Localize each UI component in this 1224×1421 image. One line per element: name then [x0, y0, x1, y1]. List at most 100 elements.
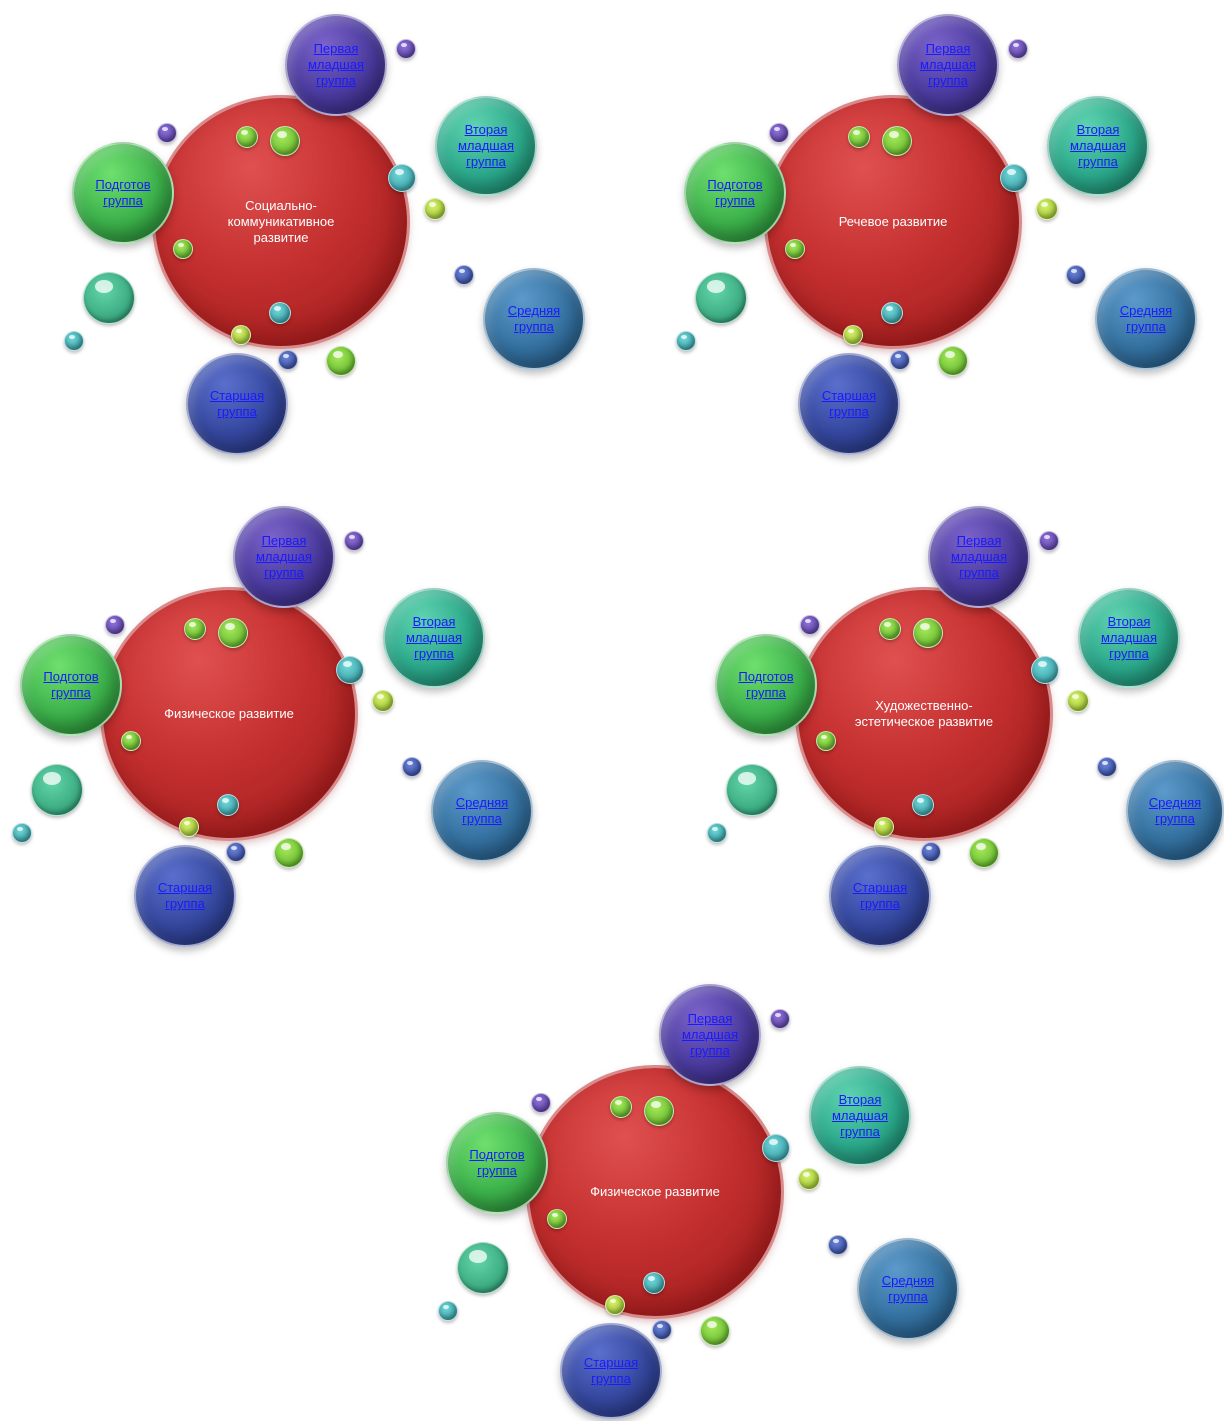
decor-dot [336, 656, 364, 684]
decor-dot [344, 531, 364, 551]
decor-dot [231, 325, 251, 345]
group-first-junior: Первая младшая группа [285, 14, 387, 116]
group-second-junior: Вторая младшая группа [809, 1066, 911, 1166]
link-second-junior[interactable]: Вторая младшая группа [1069, 122, 1127, 169]
group-preparatory: Подготов группа [72, 142, 174, 244]
link-preparatory[interactable]: Подготов группа [469, 1147, 525, 1178]
group-preparatory: Подготов группа [684, 142, 786, 244]
group-second-junior: Вторая младшая группа [435, 96, 537, 196]
group-senior: Старшая группа [134, 845, 236, 947]
group-first-junior: Первая младшая группа [897, 14, 999, 116]
decor-dot [881, 302, 903, 324]
diagram-1: Социально- коммуникативное развитие Перв… [0, 0, 585, 455]
decor-dot [969, 838, 999, 868]
link-first-junior[interactable]: Первая младшая группа [919, 41, 977, 88]
group-middle: Средняя группа [431, 760, 533, 862]
decor-dot [396, 39, 416, 59]
decor-dot [157, 123, 177, 143]
decor-dot [226, 842, 246, 862]
group-middle: Средняя группа [1126, 760, 1224, 862]
decor-dot [848, 126, 870, 148]
decor-dot [726, 764, 778, 816]
decor-dot [828, 1235, 848, 1255]
group-senior: Старшая группа [798, 353, 900, 455]
center-label: Физическое развитие [164, 706, 294, 721]
decor-dot [1066, 265, 1086, 285]
decor-dot [388, 164, 416, 192]
link-senior[interactable]: Старшая группа [852, 880, 908, 911]
link-senior[interactable]: Старшая группа [583, 1355, 639, 1386]
link-middle[interactable]: Средняя группа [1119, 303, 1173, 334]
link-preparatory[interactable]: Подготов группа [738, 669, 794, 700]
decor-dot [1000, 164, 1028, 192]
decor-dot [874, 817, 894, 837]
link-second-junior[interactable]: Вторая младшая группа [405, 614, 463, 661]
decor-dot [424, 198, 446, 220]
decor-dot [402, 757, 422, 777]
decor-dot [762, 1134, 790, 1162]
decor-dot [278, 350, 298, 370]
link-preparatory[interactable]: Подготов группа [707, 177, 763, 208]
link-preparatory[interactable]: Подготов группа [43, 669, 99, 700]
link-first-junior[interactable]: Первая младшая группа [950, 533, 1008, 580]
link-first-junior[interactable]: Первая младшая группа [681, 1011, 739, 1058]
decor-dot [269, 302, 291, 324]
link-senior[interactable]: Старшая группа [821, 388, 877, 419]
group-first-junior: Первая младшая группа [233, 506, 335, 608]
link-middle[interactable]: Средняя группа [881, 1273, 935, 1304]
decor-dot [843, 325, 863, 345]
group-preparatory: Подготов группа [446, 1112, 548, 1214]
link-preparatory[interactable]: Подготов группа [95, 177, 151, 208]
group-senior: Старшая группа [829, 845, 931, 947]
group-senior: Старшая группа [186, 353, 288, 455]
group-second-junior: Вторая младшая группа [1078, 588, 1180, 688]
decor-dot [31, 764, 83, 816]
decor-dot [105, 615, 125, 635]
group-senior: Старшая группа [560, 1323, 662, 1419]
decor-dot [372, 690, 394, 712]
group-second-junior: Вторая младшая группа [383, 588, 485, 688]
decor-dot [438, 1301, 458, 1321]
decor-dot [913, 618, 943, 648]
link-senior[interactable]: Старшая группа [209, 388, 265, 419]
diagram-4: Художественно- эстетическое развитие Пер… [643, 492, 1224, 947]
decor-dot [454, 265, 474, 285]
center-label: Речевое развитие [838, 214, 948, 229]
decor-dot [882, 126, 912, 156]
decor-dot [769, 123, 789, 143]
link-first-junior[interactable]: Первая младшая группа [307, 41, 365, 88]
group-first-junior: Первая младшая группа [659, 984, 761, 1086]
decor-dot [912, 794, 934, 816]
decor-dot [605, 1295, 625, 1315]
link-middle[interactable]: Средняя группа [455, 795, 509, 826]
decor-dot [921, 842, 941, 862]
center-label: Социально- коммуникативное развитие [227, 198, 335, 245]
decor-dot [785, 239, 805, 259]
decor-dot [1008, 39, 1028, 59]
decor-dot [274, 838, 304, 868]
link-second-junior[interactable]: Вторая младшая группа [831, 1092, 889, 1139]
decor-dot [218, 618, 248, 648]
group-middle: Средняя группа [483, 268, 585, 370]
decor-dot [879, 618, 901, 640]
link-first-junior[interactable]: Первая младшая группа [255, 533, 313, 580]
link-middle[interactable]: Средняя группа [507, 303, 561, 334]
decor-dot [173, 239, 193, 259]
group-preparatory: Подготов группа [715, 634, 817, 736]
link-second-junior[interactable]: Вторая младшая группа [1100, 614, 1158, 661]
decor-dot [179, 817, 199, 837]
diagram-2: Речевое развитие Первая младшая группа В… [612, 0, 1197, 455]
link-middle[interactable]: Средняя группа [1148, 795, 1202, 826]
decor-dot [1067, 690, 1089, 712]
decor-dot [121, 731, 141, 751]
link-second-junior[interactable]: Вторая младшая группа [457, 122, 515, 169]
group-first-junior: Первая младшая группа [928, 506, 1030, 608]
group-second-junior: Вторая младшая группа [1047, 96, 1149, 196]
decor-dot [798, 1168, 820, 1190]
decor-dot [816, 731, 836, 751]
decor-dot [184, 618, 206, 640]
decor-dot [770, 1009, 790, 1029]
decor-dot [217, 794, 239, 816]
decor-dot [547, 1209, 567, 1229]
link-senior[interactable]: Старшая группа [157, 880, 213, 911]
